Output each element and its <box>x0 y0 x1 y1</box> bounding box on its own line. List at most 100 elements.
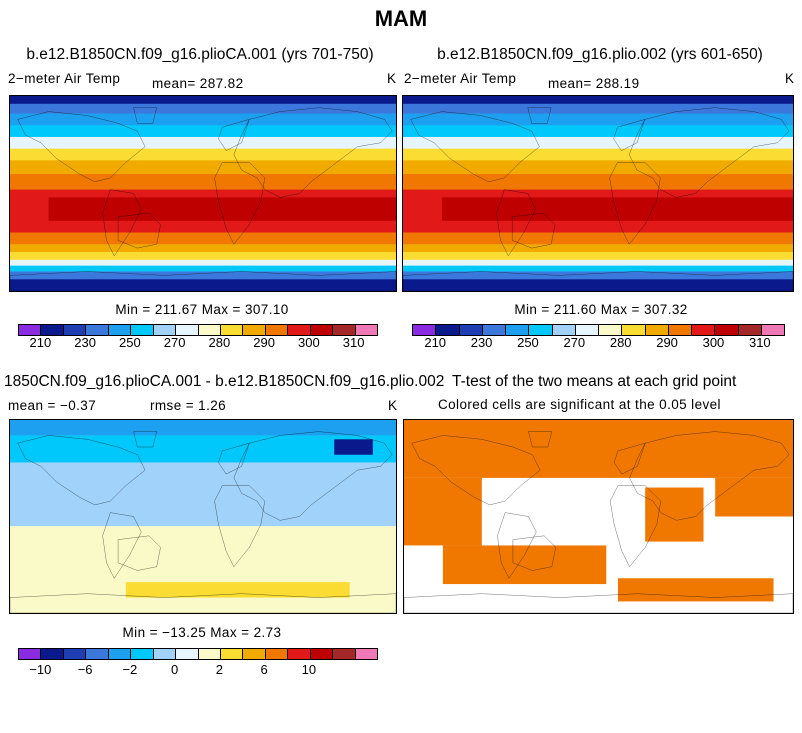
colorbar-swatch <box>436 325 460 335</box>
continent-outlines <box>404 432 793 613</box>
panel1-temperature-map <box>9 95 397 292</box>
colorbar-swatch <box>459 325 483 335</box>
continent-outlines <box>10 108 396 291</box>
panel2-minmax: Min = 211.60 Max = 307.32 <box>514 302 688 317</box>
colorbar-tick-label: 250 <box>119 335 141 350</box>
continent-outline <box>234 432 392 521</box>
continent-outline <box>411 112 540 182</box>
panel3-colorbar <box>18 648 378 660</box>
colorbar-tick-label: 210 <box>29 335 52 350</box>
colorbar-swatch <box>738 325 762 335</box>
continent-outline <box>610 162 661 244</box>
continent-outline <box>215 162 265 244</box>
colorbar-swatch <box>220 649 244 659</box>
temperature-band <box>403 174 793 191</box>
temperature-band <box>10 113 396 126</box>
continent-outline <box>103 513 142 579</box>
colorbar-swatch <box>198 649 221 659</box>
panel1-minmax: Min = 211.67 Max = 307.10 <box>115 302 289 317</box>
panel2-mean: mean= 288.19 <box>548 76 640 91</box>
temperature-band <box>403 232 793 245</box>
colorbar-swatch <box>599 325 623 335</box>
temperature-band <box>10 103 396 115</box>
colorbar-tick-label: 270 <box>563 335 586 350</box>
continent-outline <box>403 272 793 292</box>
continent-outlines <box>403 108 793 291</box>
temperature-band <box>403 244 793 253</box>
panel1-colorbar <box>18 324 378 336</box>
colorbar-tick-label: 290 <box>656 335 678 350</box>
colorbar-swatch <box>108 325 132 335</box>
colorbar-swatch <box>645 325 669 335</box>
colorbar-swatch <box>761 325 784 335</box>
temperature-band <box>403 252 793 261</box>
significant-cell <box>645 487 704 542</box>
panel3-minmax: Min = −13.25 Max = 2.73 <box>122 625 282 640</box>
colorbar-swatch <box>575 325 599 335</box>
continent-outline <box>10 272 396 292</box>
colorbar-tick-label: 0 <box>171 662 179 677</box>
continent-outline <box>528 432 551 447</box>
colorbar-tick-label: −2 <box>122 662 138 677</box>
colorbar-swatch <box>715 325 739 335</box>
colorbar-swatch <box>176 649 199 659</box>
temperature-band <box>10 259 396 267</box>
colorbar-swatch <box>668 325 692 335</box>
colorbar-swatch <box>63 649 87 659</box>
temperature-band <box>10 265 396 272</box>
panel2-colorbar <box>412 324 785 336</box>
temperature-band <box>403 125 793 138</box>
colorbar-swatch <box>41 325 64 335</box>
difference-band <box>10 435 396 463</box>
temperature-band <box>403 96 793 105</box>
panel3-difference-map <box>9 419 397 614</box>
temperature-band <box>10 244 396 253</box>
temperature-band <box>403 160 793 175</box>
colorbar-swatch <box>288 649 311 659</box>
colorbar-tick-label: 300 <box>702 335 725 350</box>
temperature-band <box>10 271 396 280</box>
temperature-band <box>10 136 396 150</box>
colorbar-tick-label: 290 <box>253 335 275 350</box>
colorbar-swatch <box>131 325 154 335</box>
colorbar-swatch <box>310 325 334 335</box>
temperature-band <box>403 113 793 126</box>
colorbar-swatch <box>243 649 266 659</box>
continent-outline <box>18 435 145 504</box>
difference-band <box>125 582 350 598</box>
colorbar-swatch <box>243 325 266 335</box>
figure-title: MAM <box>374 6 428 31</box>
temperature-band <box>10 279 396 291</box>
colorbar-swatch <box>355 325 377 335</box>
continent-outline <box>412 435 540 504</box>
colorbar-swatch <box>19 649 42 659</box>
colorbar-tick-label: 10 <box>301 662 317 677</box>
colorbar-swatch <box>692 325 716 335</box>
colorbar-tick-label: 210 <box>424 335 447 350</box>
panel4-subtitle: Colored cells are significant at the 0.0… <box>438 397 721 412</box>
colorbar-swatch <box>86 649 109 659</box>
continent-outline <box>18 112 145 182</box>
colorbar-tick-label: 2 <box>215 662 223 677</box>
colorbar-tick-label: 280 <box>609 335 632 350</box>
colorbar-swatch <box>131 649 154 659</box>
continent-outline <box>10 594 396 613</box>
continent-outline <box>513 536 556 571</box>
continent-outline <box>134 108 157 124</box>
colorbar-tick-label: 280 <box>208 335 231 350</box>
colorbar-swatch <box>41 649 64 659</box>
panel1-variable: 2−meter Air Temp <box>8 71 121 86</box>
continent-outline <box>103 190 142 256</box>
temperature-band <box>48 197 396 221</box>
continent-outline <box>234 108 392 198</box>
panel3-title: 1850CN.f09_g16.plioCA.001 - b.e12.B1850C… <box>4 373 445 390</box>
colorbar-tick-label: 270 <box>163 335 186 350</box>
colorbar-swatch <box>482 325 506 335</box>
colorbar-swatch <box>288 325 311 335</box>
significant-cell <box>715 477 793 517</box>
panel2-variable: 2−meter Air Temp <box>404 71 517 86</box>
temperature-band <box>403 271 793 280</box>
continent-outline <box>497 190 536 256</box>
colorbar-tick-label: 250 <box>517 335 539 350</box>
panel1-mean: mean= 287.82 <box>152 76 244 91</box>
